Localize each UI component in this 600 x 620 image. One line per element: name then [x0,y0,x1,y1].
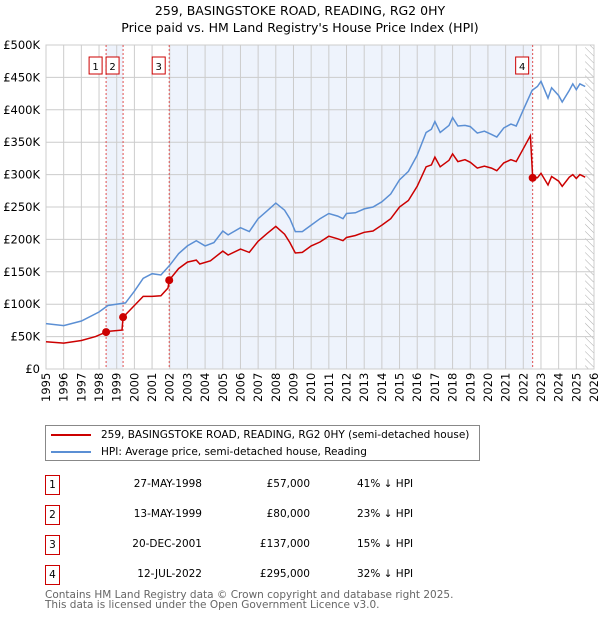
sale-marker-label: 1 [92,62,98,73]
x-tick-label: 2018 [446,373,460,402]
x-tick-label: 2005 [216,373,230,402]
x-tick-label: 2013 [357,373,371,402]
y-tick-label: £350K [3,135,40,149]
sale-row: 1 27-MAY-1998 £57,000 41% ↓ HPI [45,475,465,495]
y-tick-label: £250K [3,200,40,214]
chart-title: 259, BASINGSTOKE ROAD, READING, RG2 0HY [154,3,446,18]
legend-label: 259, BASINGSTOKE ROAD, READING, RG2 0HY … [101,429,470,441]
legend: 259, BASINGSTOKE ROAD, READING, RG2 0HY … [45,425,480,461]
x-tick-label: 2015 [393,373,407,402]
sale-hpi-diff: 32% ↓ HPI [357,568,414,580]
sale-number-badge: 3 [45,535,60,555]
hpi-line [45,79,586,327]
y-tick-label: £450K [3,70,40,84]
y-tick-label: £400K [3,103,40,117]
legend-item-hpi: HPI: Average price, semi-detached house,… [51,446,367,458]
x-tick-label: 2011 [322,373,336,402]
sale-date: 13-MAY-1999 [133,508,202,520]
x-tick-label: 2003 [180,373,194,402]
footer-licence: This data is licensed under the Open Gov… [45,599,380,611]
y-tick-label: £50K [11,330,41,344]
x-tick-label: 2001 [145,373,159,402]
sale-hpi-diff: 15% ↓ HPI [357,538,414,550]
x-tick-label: 1995 [39,373,53,402]
footer-copyright: Contains HM Land Registry data © Crown c… [45,589,454,601]
y-tick-label: £150K [3,265,40,279]
sale-date: 12-JUL-2022 [137,568,202,580]
x-tick-label: 2017 [428,373,442,402]
sale-point [165,276,174,285]
x-tick-label: 2019 [463,373,477,402]
y-tick-label: £100K [3,297,40,311]
x-tick-label: 2009 [286,373,300,402]
x-tick-label: 2008 [269,373,283,402]
y-tick-label: £200K [3,232,40,246]
x-tick-label: 2010 [304,373,318,402]
property-price-line [45,133,586,344]
x-tick-label: 2006 [233,373,247,402]
legend-item-property: 259, BASINGSTOKE ROAD, READING, RG2 0HY … [51,429,469,441]
sale-date: 27-MAY-1998 [133,478,202,490]
x-tick-label: 2004 [198,373,212,402]
x-tick-label: 2025 [569,373,583,402]
x-tick-label: 2007 [251,373,265,402]
x-tick-label: 1998 [92,373,106,402]
legend-swatch-blue [51,451,91,453]
sale-price: £80,000 [266,508,310,520]
sale-point [528,173,537,182]
sale-row: 3 20-DEC-2001 £137,000 15% ↓ HPI [45,535,465,555]
x-tick-label: 2014 [375,373,389,402]
x-tick-label: 1999 [110,373,124,402]
sale-marker-box [88,56,103,75]
x-tick-label: 2026 [587,373,600,402]
x-tick-label: 1996 [57,373,71,402]
x-tick-label: 2021 [499,373,513,402]
y-tick-label: £0 [25,362,40,376]
sale-marker-box [105,56,120,75]
sale-row: 2 13-MAY-1999 £80,000 23% ↓ HPI [45,505,465,525]
x-tick-label: 2024 [552,373,566,402]
chart-subtitle: Price paid vs. HM Land Registry's House … [121,20,479,35]
sale-price: £57,000 [266,478,310,490]
x-tick-label: 2023 [534,373,548,402]
sale-number-badge: 1 [45,475,60,495]
sale-hpi-diff: 41% ↓ HPI [357,478,414,490]
sale-marker-label: 4 [519,62,525,73]
footer: Contains HM Land Registry data © Crown c… [45,589,454,611]
y-tick-label: £500K [3,38,40,52]
x-tick-label: 2022 [516,373,530,402]
sale-point [102,328,111,337]
sale-point [119,313,128,322]
sale-marker-label: 2 [109,62,115,73]
x-tick-label: 2020 [481,373,495,402]
sale-number-badge: 2 [45,505,60,525]
sale-marker-box [515,56,530,75]
x-tick-label: 1997 [74,373,88,402]
sale-date: 20-DEC-2001 [132,538,202,550]
x-tick-label: 2012 [340,373,354,402]
sale-number-badge: 4 [45,565,60,585]
x-tick-label: 2002 [163,373,177,402]
x-tick-label: 2000 [127,373,141,402]
x-tick-label: 2016 [410,373,424,402]
plot-frame [45,44,595,370]
sale-marker-box [151,56,166,75]
sale-hpi-diff: 23% ↓ HPI [357,508,414,520]
legend-label: HPI: Average price, semi-detached house,… [101,446,367,458]
sale-marker-label: 3 [156,62,162,73]
sale-price: £137,000 [259,538,310,550]
sale-price: £295,000 [259,568,310,580]
y-tick-label: £300K [3,168,40,182]
legend-swatch-red [51,434,91,436]
sale-row: 4 12-JUL-2022 £295,000 32% ↓ HPI [45,565,465,585]
price-chart: 1995 1996 1997 1998 1999 2000 2001 2002 2003 2004… [3,38,600,402]
